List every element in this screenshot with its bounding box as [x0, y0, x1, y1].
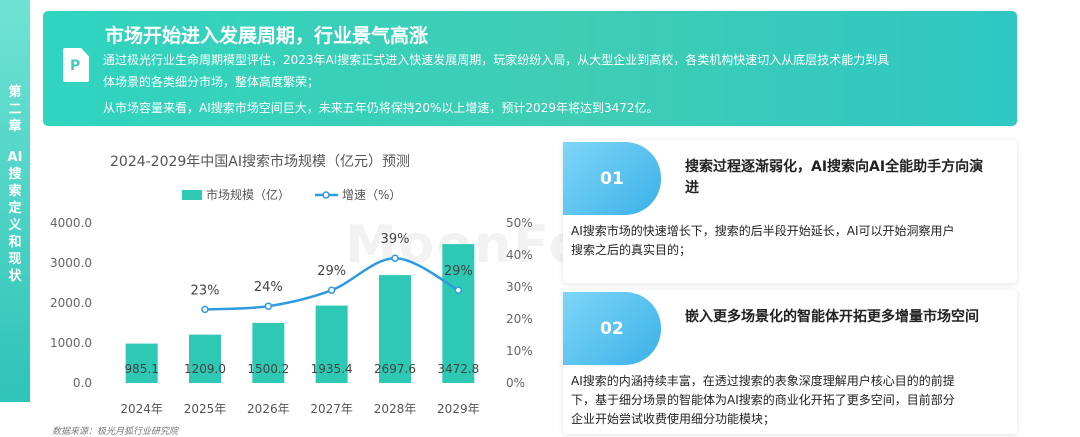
x-tick: 2024年	[120, 402, 163, 416]
growth-point	[327, 286, 336, 294]
side-char: 状	[8, 269, 22, 284]
growth-label: 24%	[254, 280, 283, 295]
bar-value-label: 1935.4	[311, 362, 353, 376]
banner-title: 市场开始进入发展周期，行业景气高涨	[105, 25, 429, 47]
chapter-side-strip: 第 二 章 AI 搜 索 定 义 和 现 状	[0, 0, 30, 402]
growth-point	[454, 286, 463, 294]
y-left-tick: 3000.0	[50, 256, 92, 270]
banner-line: 体场景的各类细分市场，整体高度繁荣；	[103, 75, 320, 89]
growth-point	[264, 302, 273, 310]
document-icon-letter: P	[70, 58, 81, 74]
bar	[125, 343, 158, 383]
card-title: 嵌入更多场景化的智能体开拓更多增量市场空间	[685, 309, 979, 325]
banner-line: 通过极光行业生命周期模型评估，2023年AI搜索正式进入快速发展周期，玩家纷纷入…	[103, 53, 890, 67]
y-right-tick: 10%	[506, 344, 533, 358]
legend-label: 市场规模（亿）	[206, 187, 290, 202]
bar-value-label: 2697.6	[374, 362, 416, 376]
bar-value-label: 1500.2	[247, 362, 289, 376]
side-char: 现	[8, 252, 22, 267]
bar-value-label: 1209.0	[184, 362, 226, 376]
document-icon: P	[63, 48, 89, 82]
data-source: 数据来源：极光月狐行业研究院	[52, 427, 179, 437]
side-char: 义	[8, 218, 22, 233]
card-body-line: 搜索之后的真实目的；	[571, 243, 692, 257]
insight-card-2: 02 嵌入更多场景化的智能体开拓更多增量市场空间 AI搜索的内涵持续丰富，在透过…	[563, 290, 1017, 434]
y-left-tick: 0.0	[73, 376, 92, 390]
y-right-tick: 0%	[506, 376, 525, 390]
card-body-line: 企业开始尝试收费使用细分功能模块；	[571, 412, 776, 426]
x-tick: 2025年	[184, 402, 227, 416]
side-char: 章	[8, 119, 22, 134]
y-right-tick: 30%	[506, 280, 533, 294]
bar	[189, 334, 221, 383]
bar	[442, 244, 475, 383]
x-tick: 2029年	[437, 402, 480, 416]
card-body-line: AI搜索的内涵持续丰富，在透过搜索的表象深度理解用户核心目的的前提	[571, 374, 955, 388]
card-body-line: 下，基于细分场景的智能体为AI搜索的商业化开拓了更多空间，目前部分	[571, 393, 955, 407]
legend-marker	[322, 191, 330, 199]
x-tick: 2026年	[247, 402, 290, 416]
legend-label: 增速（%）	[342, 188, 401, 202]
market-size-chart: 市场规模（亿） 增速（%） 0.0 1000.0 2000.0 3000.0 4000.0 0…	[50, 187, 533, 416]
banner-line: 从市场容量来看，AI搜索市场空间巨大，未来五年仍将保持20%以上增速，预计202…	[103, 101, 659, 115]
y-left-tick: 1000.0	[50, 336, 92, 350]
growth-point	[201, 305, 209, 314]
x-tick: 2027年	[310, 402, 353, 416]
side-char: 索	[8, 184, 22, 199]
insight-card-1: 01 搜索过程逐渐弱化，AI搜索向AI全能助手方向演进 AI搜索市场的快速增长下…	[563, 140, 1017, 283]
y-right-tick: 50%	[506, 216, 533, 230]
growth-label: 23%	[191, 283, 220, 298]
bar	[315, 305, 348, 383]
x-tick: 2028年	[374, 402, 417, 416]
y-right-tick: 40%	[506, 248, 533, 262]
card-title: 搜索过程逐渐弱化，AI搜索向AI全能助手方向演进	[685, 159, 984, 196]
bar	[379, 275, 411, 383]
side-char: 搜	[8, 167, 22, 182]
chart-title: 2024-2029年中国AI搜索市场规模（亿元）预测	[110, 154, 411, 170]
bar	[252, 322, 285, 383]
side-char: 和	[8, 235, 22, 250]
y-right-tick: 20%	[506, 312, 533, 326]
growth-label: 29%	[317, 264, 346, 279]
y-left-tick: 4000.0	[50, 216, 92, 230]
y-left-tick: 2000.0	[50, 296, 92, 310]
growth-label: 39%	[381, 232, 410, 247]
side-char: 定	[8, 201, 22, 216]
side-char: 二	[8, 102, 22, 117]
bar-value-label: 985.1	[124, 362, 158, 376]
card-number-badge: 01	[563, 142, 661, 215]
growth-point	[391, 254, 399, 262]
side-char: AI	[7, 150, 23, 165]
legend-swatch-bar	[182, 190, 202, 200]
card-number-badge: 02	[563, 292, 661, 365]
side-char: 第	[8, 85, 22, 100]
card-body-line: AI搜索市场的快速增长下，搜索的后半段开始延长，AI可以开始洞察用户	[571, 224, 955, 238]
bar-value-label: 3472.8	[437, 362, 479, 376]
summary-banner: 市场开始进入发展周期，行业景气高涨 P 通过极光行业生命周期模型评估，2023年…	[43, 11, 1017, 126]
growth-label: 29%	[444, 264, 473, 279]
